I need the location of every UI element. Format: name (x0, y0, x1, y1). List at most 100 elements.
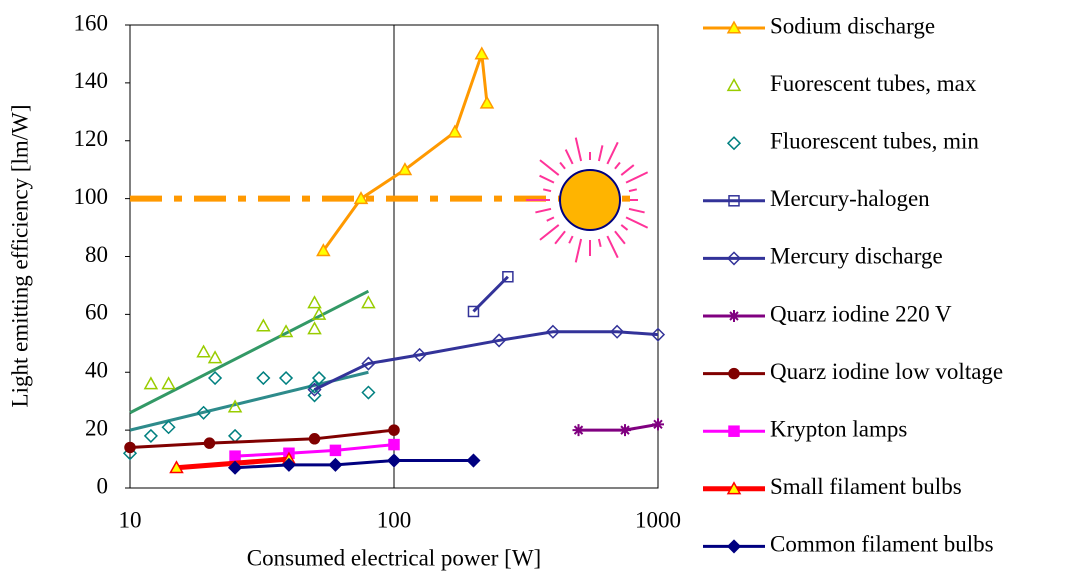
sun-ray (559, 161, 566, 170)
marker (652, 418, 664, 431)
y-tick-label: 100 (74, 184, 109, 209)
marker (328, 457, 343, 472)
marker (143, 376, 159, 390)
marker (467, 305, 480, 318)
series-line (234, 443, 395, 458)
marker (361, 385, 376, 400)
legend-label: Common filament bulbs (770, 532, 994, 557)
legend-marker (726, 251, 742, 266)
legend-label: Small filament bulbs (770, 474, 962, 499)
sun-ray (620, 164, 635, 176)
marker (196, 405, 211, 420)
legend-marker (726, 20, 742, 34)
legend-label: Fluorescent tubes, min (770, 128, 979, 153)
marker (281, 457, 297, 472)
y-tick-label: 160 (74, 10, 109, 35)
sun-ray (554, 230, 566, 245)
marker (307, 295, 322, 309)
marker (311, 306, 327, 320)
marker (307, 321, 322, 335)
marker (124, 441, 136, 454)
marker (650, 327, 666, 342)
marker (353, 191, 369, 205)
sun-ray (542, 188, 552, 193)
sun-ray (597, 238, 602, 248)
y-axis-label: Light emitting efficiency [lm/W] (7, 105, 32, 408)
marker (447, 124, 463, 138)
trendline (129, 289, 370, 415)
sun-ray (606, 235, 619, 259)
marker (227, 460, 243, 475)
legend-label: Fuorescent tubes, max (770, 71, 977, 96)
legend-marker (728, 310, 740, 322)
sun-ray (539, 174, 555, 184)
marker (329, 444, 342, 457)
legend-marker (726, 78, 742, 92)
marker (203, 437, 216, 449)
sun-ray (614, 230, 626, 245)
legend-label: Mercury-halogen (770, 186, 930, 211)
marker (502, 271, 514, 283)
x-tick-label: 1000 (635, 507, 681, 532)
y-tick-label: 20 (85, 415, 108, 440)
legend-label: Mercury discharge (770, 244, 943, 269)
marker (397, 162, 413, 176)
marker (572, 424, 585, 437)
marker (474, 46, 490, 60)
sun-ray (625, 216, 649, 229)
y-tick-label: 80 (85, 242, 108, 267)
marker (386, 453, 402, 468)
marker (227, 428, 243, 443)
sun-ray (539, 224, 560, 241)
sun-ray (574, 137, 583, 162)
legend-marker (728, 367, 740, 380)
marker (143, 428, 158, 443)
sun (559, 169, 621, 231)
marker (388, 424, 400, 436)
marker (361, 295, 376, 309)
sun-ray (546, 216, 555, 222)
marker (161, 376, 176, 390)
marker (229, 450, 241, 462)
marker (256, 318, 271, 332)
marker (308, 433, 321, 445)
sun-ray (625, 171, 649, 184)
y-tick-label: 120 (74, 126, 109, 151)
marker (479, 95, 495, 109)
marker (466, 453, 481, 468)
legend-label: Sodium discharge (770, 13, 935, 38)
series-line (322, 53, 489, 252)
legend-label: Quarz iodine 220 V (770, 301, 952, 326)
legend-label: Quarz iodine low voltage (770, 359, 1003, 384)
sun-ray (620, 224, 629, 231)
marker (619, 424, 632, 437)
legend-label: Krypton lamps (770, 416, 907, 441)
sun-ray (628, 207, 645, 214)
marker (278, 324, 294, 338)
y-tick-label: 60 (85, 300, 108, 325)
marker (227, 399, 243, 413)
marker (361, 356, 376, 371)
marker (316, 243, 331, 257)
sun-ray (606, 141, 619, 165)
sun-ray (564, 149, 574, 165)
marker (545, 324, 561, 339)
marker (610, 324, 625, 339)
marker (207, 350, 223, 364)
sun-ray (597, 145, 604, 162)
sun-ray (568, 235, 574, 244)
marker (311, 370, 327, 386)
y-tick-label: 140 (74, 68, 109, 93)
marker (491, 333, 507, 348)
marker (208, 370, 223, 386)
marker (169, 460, 184, 474)
marker (307, 382, 322, 397)
marker (256, 370, 271, 386)
sun-ray (628, 188, 638, 193)
sun-ray (535, 207, 552, 214)
legend-marker (728, 425, 740, 437)
sun-ray (574, 238, 583, 263)
y-tick-label: 40 (85, 358, 108, 383)
marker (412, 347, 427, 362)
